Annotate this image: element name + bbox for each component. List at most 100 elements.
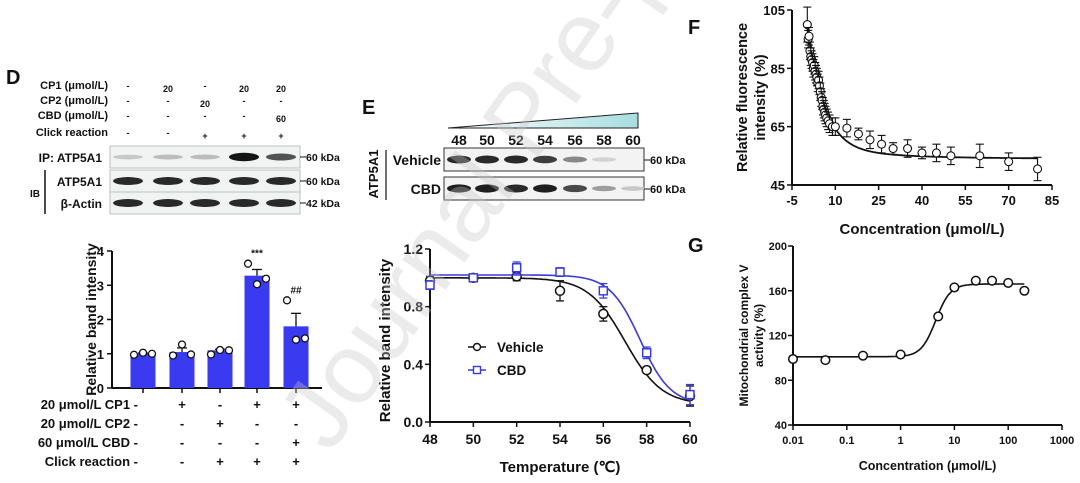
blot-row-label: β-Actin [61,197,102,211]
blot-band [475,155,499,164]
condition-value: - [167,96,170,106]
condition-value: - [255,416,259,431]
y-tick-label: 2 [97,313,104,328]
condition-value: - [218,435,222,450]
data-point [853,129,863,139]
molecular-weight-marker: 60 kDa [306,176,340,188]
x-tick-label: 0.1 [839,435,854,447]
blot-band [190,154,220,160]
x-tick-label: 70 [1001,193,1015,208]
data-point [147,349,157,358]
data-point [895,349,906,360]
panel-label-G: G [688,235,704,257]
data-point [177,340,187,349]
condition-value: - [127,96,130,106]
condition-value: 20 [200,99,210,109]
data-point [598,308,609,320]
blot-band [533,184,557,193]
side-label: ATP5A1 [366,150,381,199]
bar [130,353,156,388]
data-point [888,143,898,154]
y-tick-label: 65 [771,120,785,135]
x-tick-label: 85 [1045,193,1059,208]
condition-label: Click reaction [36,127,108,139]
condition-value: + [292,397,300,412]
legend-marker [472,342,482,352]
blot-band [153,154,183,160]
data-point [252,280,262,289]
condition-value: 20 [276,84,286,94]
blot-band [229,152,259,162]
data-point [261,274,271,283]
data-point [555,267,565,277]
molecular-weight-marker: 60 kDa [650,155,686,167]
temperature-label: 60 [625,132,641,148]
data-point [1003,277,1014,288]
temperature-label: 56 [567,132,583,148]
data-point [877,139,887,149]
y-tick-label: 1.2 [404,241,424,257]
condition-value: - [204,81,207,91]
legend-marker [472,365,482,375]
blot-band [229,177,259,185]
data-point [554,285,566,297]
condition-value: - [280,96,283,106]
temperature-label: 48 [451,132,467,148]
data-point [468,273,479,283]
data-point [865,135,875,145]
y-tick-label: 80 [775,375,787,387]
condition-label: Click reaction - [45,454,138,469]
condition-value: + [216,454,224,469]
blot-band [113,154,143,160]
blot-band [266,153,296,161]
data-point [186,350,196,359]
condition-value: + [292,435,300,450]
x-tick-label: -5 [786,193,798,208]
condition-label: 20 μmol/L CP2 - [41,416,138,431]
data-point [830,122,840,132]
y-tick-label: 160 [769,286,787,298]
x-axis-title: Concentration (μmol/L) [859,459,997,473]
y-axis-title-line1: Mitochondrial complex V [737,264,751,406]
condition-value: - [218,397,222,412]
blot-band [113,177,143,185]
blot-band [504,155,528,164]
x-tick-label: 10 [828,193,842,208]
y-tick-label: 45 [771,178,785,193]
chart-g-complex-v-activity: 40 80 120 160 200 0.01 0.1 1 10 100 1000 Concentrat… [737,241,1074,473]
condition-label: CBD (μmol/L) [38,110,109,122]
blot-band [266,177,296,185]
data-point [903,143,913,154]
y-tick-label: 3 [97,278,104,293]
blot-band [475,184,499,193]
y-tick-label: 1 [97,347,104,362]
condition-value: - [127,111,130,121]
watermark-text: Journal Pre-proof [256,0,791,468]
condition-value: - [180,416,184,431]
temperature-gradient-wedge [447,112,639,129]
data-point [787,353,799,365]
blot-row-label: CBD [411,181,441,197]
blot-band [563,156,587,163]
data-point [641,364,652,376]
x-tick-label: 48 [422,431,438,447]
condition-value: - [167,111,170,121]
x-tick-label: 58 [639,431,655,447]
x-axis-title: Temperature (℃) [500,459,621,476]
data-point [138,348,148,357]
x-tick-label: 60 [682,431,698,447]
condition-value: 60 [276,114,286,124]
condition-value: + [241,131,246,141]
condition-value: - [127,128,130,138]
condition-value: - [167,128,170,138]
y-axis-title-line2: intensity (%) [753,54,769,140]
data-point [857,350,869,361]
x-tick-label: 52 [509,431,525,447]
x-tick-label: 56 [596,431,612,447]
y-tick-label: 200 [769,241,787,253]
panel-label-F: F [688,17,700,39]
condition-value: - [204,111,207,121]
data-point [129,350,139,359]
blot-band [113,199,143,207]
x-tick-label: 1 [898,435,904,447]
